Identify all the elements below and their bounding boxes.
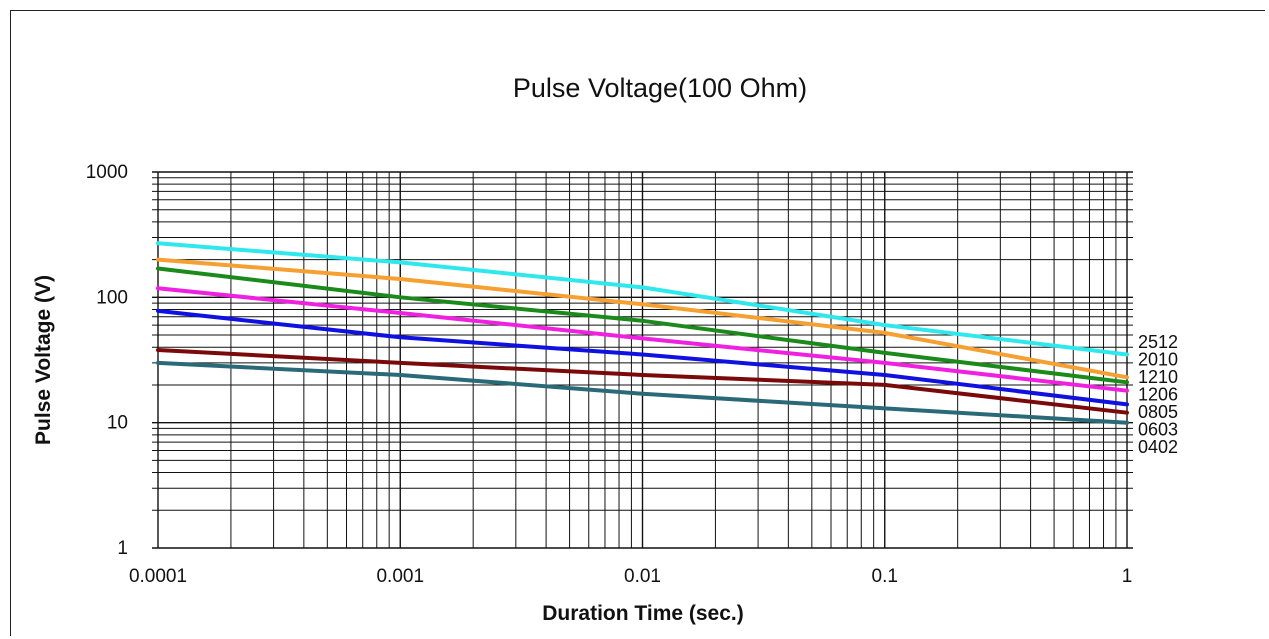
y-axis-ticks: 1 10 100 1000 <box>86 162 128 559</box>
y-tick-label: 1 <box>117 538 128 559</box>
series-layer <box>156 241 1129 425</box>
series-label-2010: 2010 <box>1138 350 1178 370</box>
y-tick-label: 1000 <box>86 162 128 183</box>
series-line-0805 <box>156 308 1129 407</box>
grid <box>152 171 1133 549</box>
series-label-0603: 0603 <box>1138 420 1178 440</box>
series-line-0603 <box>156 348 1129 415</box>
series-label-0805: 0805 <box>1138 402 1178 422</box>
series-label-1206: 1206 <box>1138 385 1178 405</box>
x-tick-label: 0.0001 <box>129 566 187 587</box>
x-axis-label: Duration Time (sec.) <box>542 602 744 625</box>
x-tick-label: 0.1 <box>872 566 898 587</box>
x-tick-label: 0.01 <box>624 566 661 587</box>
series-line-1210 <box>156 266 1129 385</box>
chart-title: Pulse Voltage(100 Ohm) <box>513 73 807 103</box>
y-axis-label: Pulse Voltage (V) <box>32 275 55 445</box>
y-tick-label: 10 <box>107 413 128 434</box>
x-axis-ticks: 0.0001 0.001 0.01 0.1 1 <box>129 566 1132 587</box>
series-line-1206 <box>156 286 1129 393</box>
series-label-0402: 0402 <box>1138 437 1178 457</box>
x-tick-label: 1 <box>1122 566 1133 587</box>
series-line-0402 <box>156 360 1129 425</box>
series-line-2512 <box>156 241 1129 357</box>
x-tick-label: 0.001 <box>376 566 424 587</box>
y-tick-label: 100 <box>96 287 128 308</box>
series-label-2512: 2512 <box>1138 332 1178 352</box>
series-line-2010 <box>156 257 1129 380</box>
chart-frame <box>10 10 1265 636</box>
series-label-1210: 1210 <box>1138 367 1178 387</box>
